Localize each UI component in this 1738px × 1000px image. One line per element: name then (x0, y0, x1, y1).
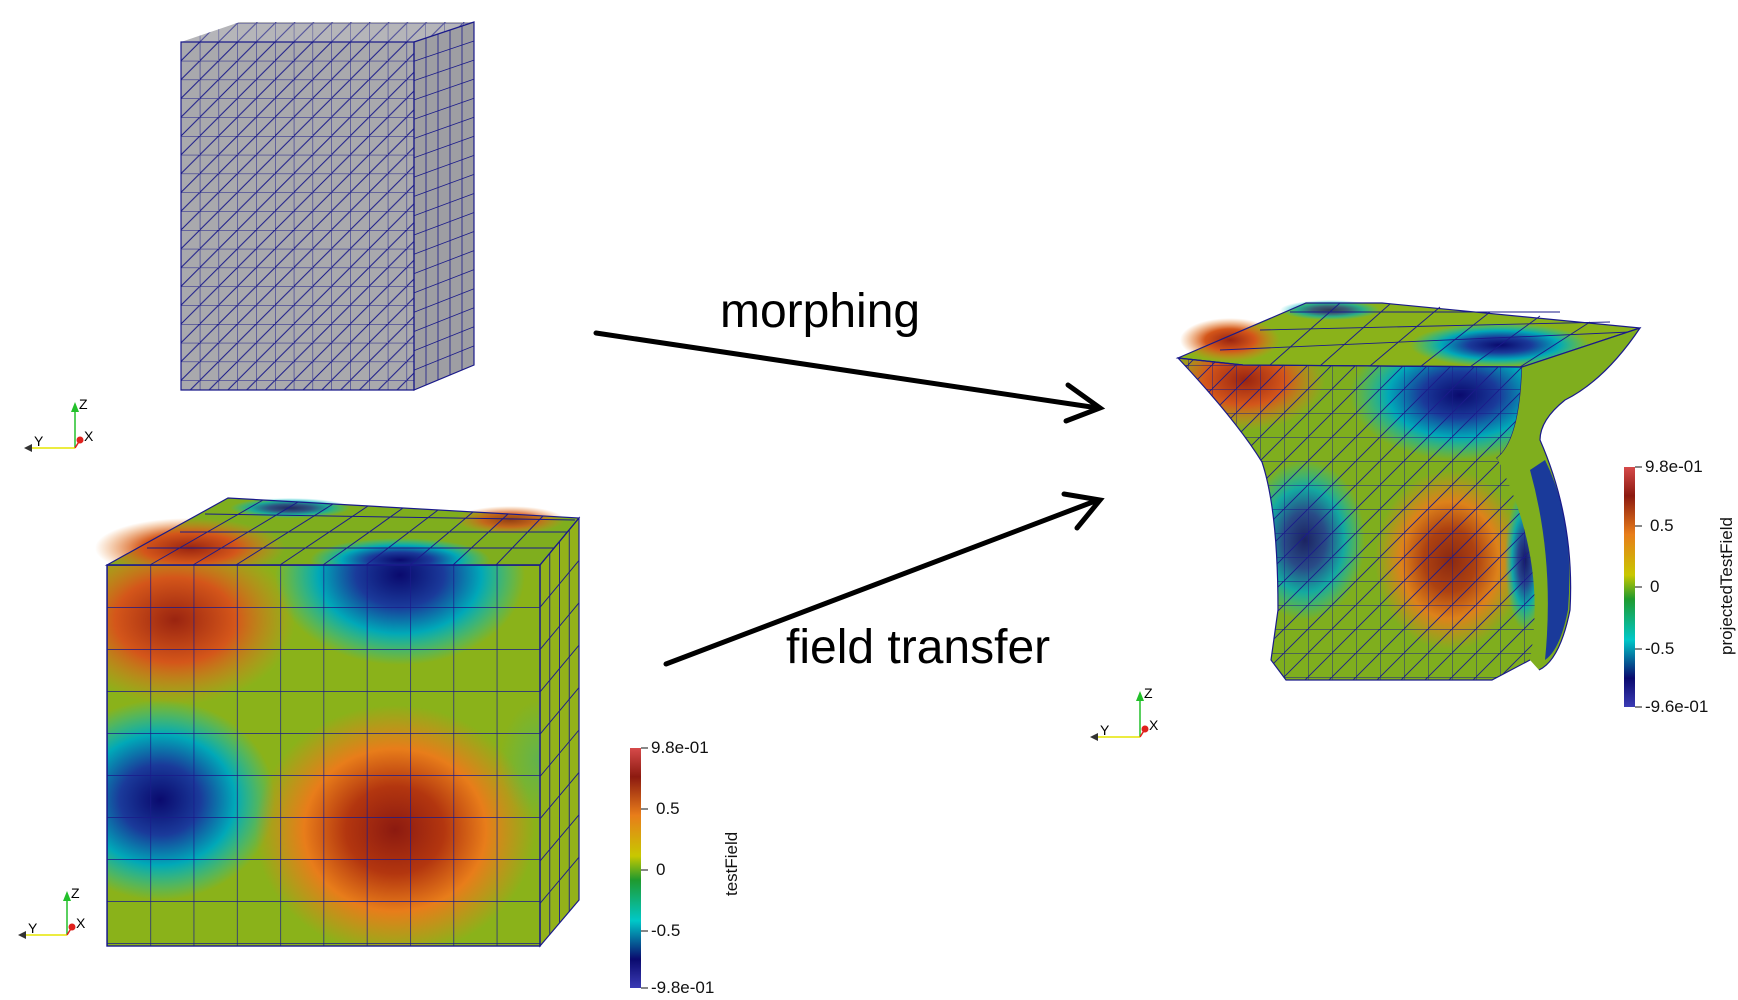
colorbar-target-title: projectedTestField (1717, 517, 1736, 655)
colorbar-source-tick: 9.8e-01 (651, 738, 709, 757)
colorbar-target-tick: 9.8e-01 (1645, 457, 1703, 476)
axis-z-label: Z (79, 396, 88, 412)
field-transfer-label: field transfer (786, 621, 1051, 674)
axis-x-label: X (1149, 717, 1159, 733)
axes-triad-bottom-left (18, 891, 76, 939)
source-field-box (95, 497, 581, 948)
colorbar-source (630, 747, 648, 989)
axis-y-label: Y (1100, 722, 1110, 738)
colorbar-target (1624, 466, 1642, 708)
morphing-label: morphing (720, 285, 921, 338)
field-transfer-arrow (663, 491, 1105, 667)
axis-x-label: X (84, 428, 94, 444)
morphing-arrow (593, 330, 1106, 424)
axis-x-label: X (76, 915, 86, 931)
colorbar-source-title: testField (722, 831, 741, 896)
colorbar-target-tick: 0.5 (1650, 516, 1674, 535)
axis-y-label: Y (34, 433, 44, 449)
axis-y-label: Y (28, 920, 38, 936)
colorbar-target-tick: -9.6e-01 (1645, 697, 1709, 716)
axis-z-label: Z (1144, 685, 1153, 701)
colorbar-source-tick: -0.5 (651, 921, 681, 940)
original-mesh-box (180, 21, 475, 391)
axis-z-label: Z (71, 885, 80, 901)
colorbar-target-tick: 0 (1650, 577, 1660, 596)
colorbar-source-tick: 0.5 (656, 799, 680, 818)
axes-triad-right (1090, 691, 1149, 741)
morphed-field-mesh (1175, 300, 1642, 681)
colorbar-source-tick: 0 (656, 860, 666, 879)
colorbar-target-tick: -0.5 (1645, 639, 1675, 658)
colorbar-source-tick: -9.8e-01 (651, 978, 715, 997)
axes-triad-top (24, 402, 84, 452)
